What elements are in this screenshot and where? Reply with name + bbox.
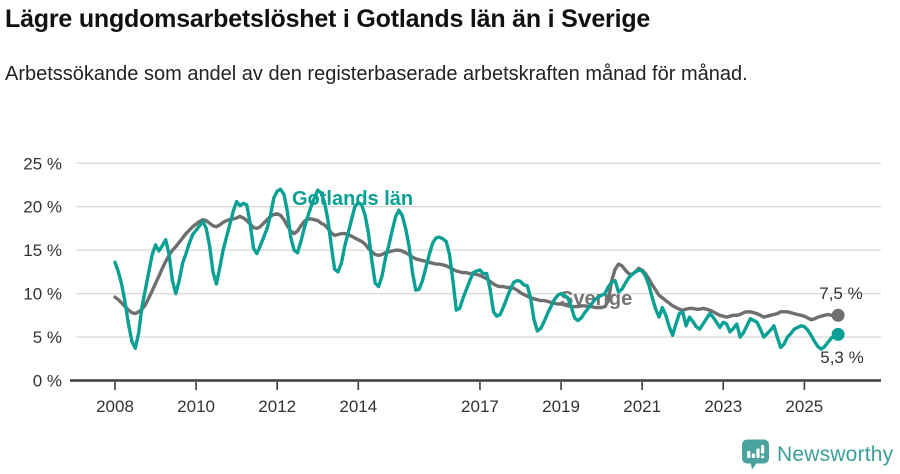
x-axis-label: 2008 bbox=[96, 397, 134, 416]
end-value-label-gotlands-lan: 5,3 % bbox=[820, 348, 863, 367]
y-axis-label: 5 % bbox=[33, 328, 62, 347]
series-label-gotlands-lan: Gotlands län bbox=[292, 188, 413, 210]
bar-chart-speech-bubble-icon bbox=[742, 439, 769, 470]
series-end-dot-sverige bbox=[831, 308, 845, 322]
series-line-sverige bbox=[113, 211, 840, 322]
x-axis-label: 2012 bbox=[258, 397, 296, 416]
newsworthy-logo-text: Newsworthy bbox=[777, 442, 894, 466]
y-axis-label: 10 % bbox=[23, 285, 62, 304]
y-axis-label: 15 % bbox=[23, 241, 62, 260]
series-line-gotlands-lan bbox=[113, 187, 840, 351]
end-value-label-sverige: 7,5 % bbox=[819, 284, 862, 303]
x-axis-label: 2014 bbox=[339, 397, 377, 416]
y-axis-label: 25 % bbox=[23, 154, 62, 173]
page-title: Lägre ungdomsarbetslöshet i Gotlands län… bbox=[5, 5, 651, 33]
x-axis-label: 2019 bbox=[542, 397, 580, 416]
series-end-dot-gotlands-lan bbox=[831, 327, 845, 341]
y-axis-label: 20 % bbox=[23, 198, 62, 217]
newsworthy-logo[interactable]: Newsworthy bbox=[741, 439, 893, 470]
chart-subtitle: Arbetssökande som andel av den registerb… bbox=[5, 63, 748, 85]
x-axis-label: 2023 bbox=[704, 397, 742, 416]
x-axis-label: 2010 bbox=[177, 397, 215, 416]
x-axis-label: 2025 bbox=[785, 397, 823, 416]
y-axis-label: 0 % bbox=[33, 372, 62, 391]
x-axis-label: 2021 bbox=[623, 397, 661, 416]
x-axis-label: 2017 bbox=[461, 397, 499, 416]
